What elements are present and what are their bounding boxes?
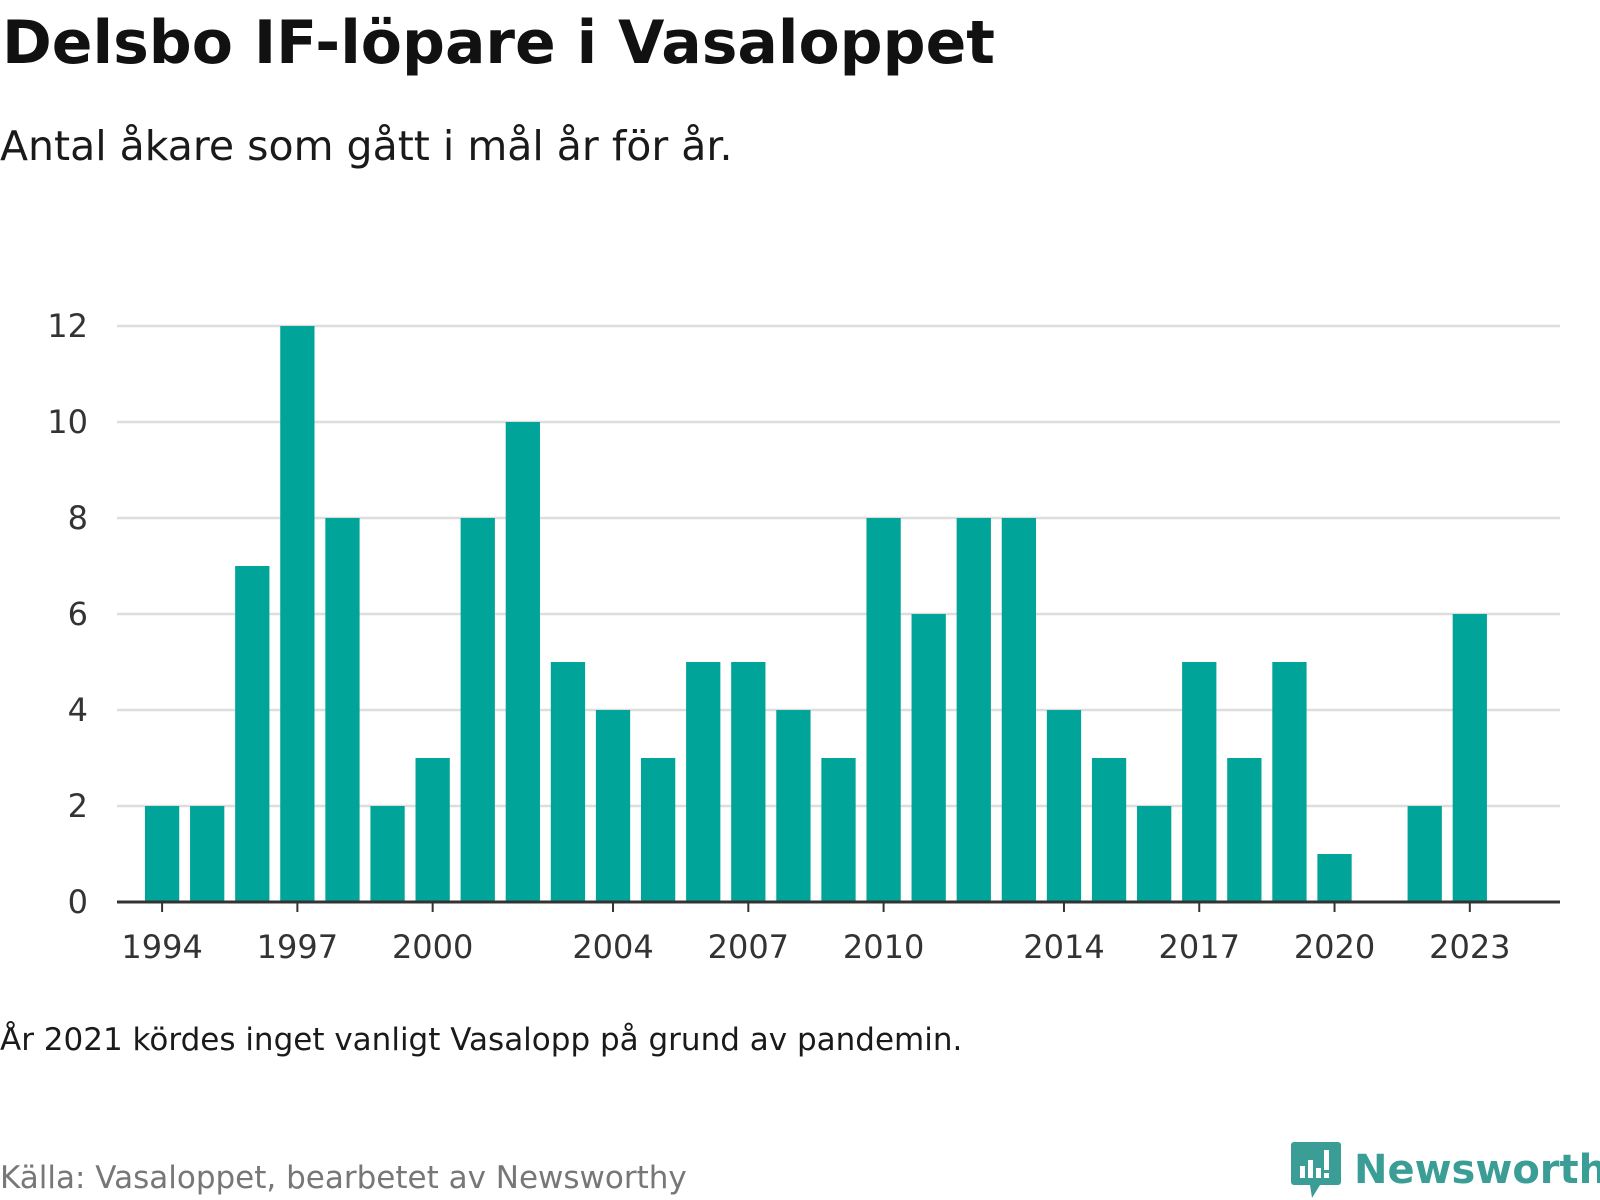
x-tick-label: 2000 (392, 928, 473, 966)
y-tick-label: 2 (68, 787, 88, 825)
bar-2018 (1227, 758, 1262, 902)
bar-2010 (866, 518, 901, 902)
bar-1998 (325, 518, 360, 902)
bar-2016 (1137, 806, 1172, 902)
y-tick-label: 6 (68, 595, 88, 633)
bar-2001 (460, 518, 495, 902)
bar-2023 (1452, 614, 1487, 902)
x-tick-label: 2004 (572, 928, 653, 966)
chart-title: Delsbo IF-löpare i Vasaloppet (2, 8, 995, 78)
bar-2019 (1272, 662, 1307, 902)
y-tick-label: 10 (47, 403, 88, 441)
bar-2008 (776, 710, 811, 902)
chart-note: År 2021 kördes inget vanligt Vasalopp på… (0, 1022, 963, 1058)
bar-2022 (1407, 806, 1442, 902)
x-tick-label: 2020 (1294, 928, 1375, 966)
bar-2013 (1001, 518, 1037, 902)
bar-2011 (911, 614, 946, 902)
bar-2004 (595, 710, 631, 902)
chart-subtitle: Antal åkare som gått i mål år för år. (0, 122, 733, 170)
bar-2000 (415, 758, 450, 902)
bar-2020 (1317, 854, 1352, 902)
axes: 0 2 4 6 8 10 12 1994 1997 2000 2004 2007 2010 2014 201… (47, 307, 1560, 966)
y-tick-label: 4 (68, 691, 88, 729)
bar-2007 (731, 662, 766, 902)
x-tick-label: 1994 (121, 928, 202, 966)
bar-chart: 0 2 4 6 8 10 12 1994 1997 2000 2004 2007 2010 2014 201… (47, 307, 1560, 966)
bar-2006 (686, 662, 721, 902)
bar-2015 (1091, 758, 1127, 902)
newsworthy-logo-icon (1291, 1142, 1341, 1198)
x-tick-label: 2023 (1429, 928, 1510, 966)
newsworthy-logo: Newsworthy (1290, 1140, 1600, 1200)
bar-2009 (821, 758, 856, 902)
bar-2014 (1046, 710, 1082, 902)
y-tick-label: 8 (68, 499, 88, 537)
bar-2012 (956, 518, 991, 902)
x-tick-label: 2014 (1023, 928, 1104, 966)
newsworthy-logo-text: Newsworthy (1354, 1147, 1600, 1193)
x-tick-label: 1997 (257, 928, 338, 966)
y-tick-label: 0 (68, 883, 88, 921)
bar-2005 (640, 758, 676, 902)
bar-2017 (1182, 662, 1217, 902)
bar-2002 (505, 422, 540, 902)
bar-1994 (144, 806, 180, 902)
chart-source: Källa: Vasaloppet, bearbetet av Newswort… (0, 1160, 687, 1196)
bar-1995 (190, 806, 225, 902)
x-tick-label: 2017 (1159, 928, 1240, 966)
bar-2003 (550, 662, 586, 902)
bars (144, 326, 1487, 902)
x-tick-label: 2007 (708, 928, 789, 966)
bar-1996 (235, 566, 270, 902)
bar-1999 (370, 806, 405, 902)
bar-1997 (280, 326, 315, 902)
y-tick-label: 12 (47, 307, 88, 345)
x-tick-label: 2010 (843, 928, 924, 966)
